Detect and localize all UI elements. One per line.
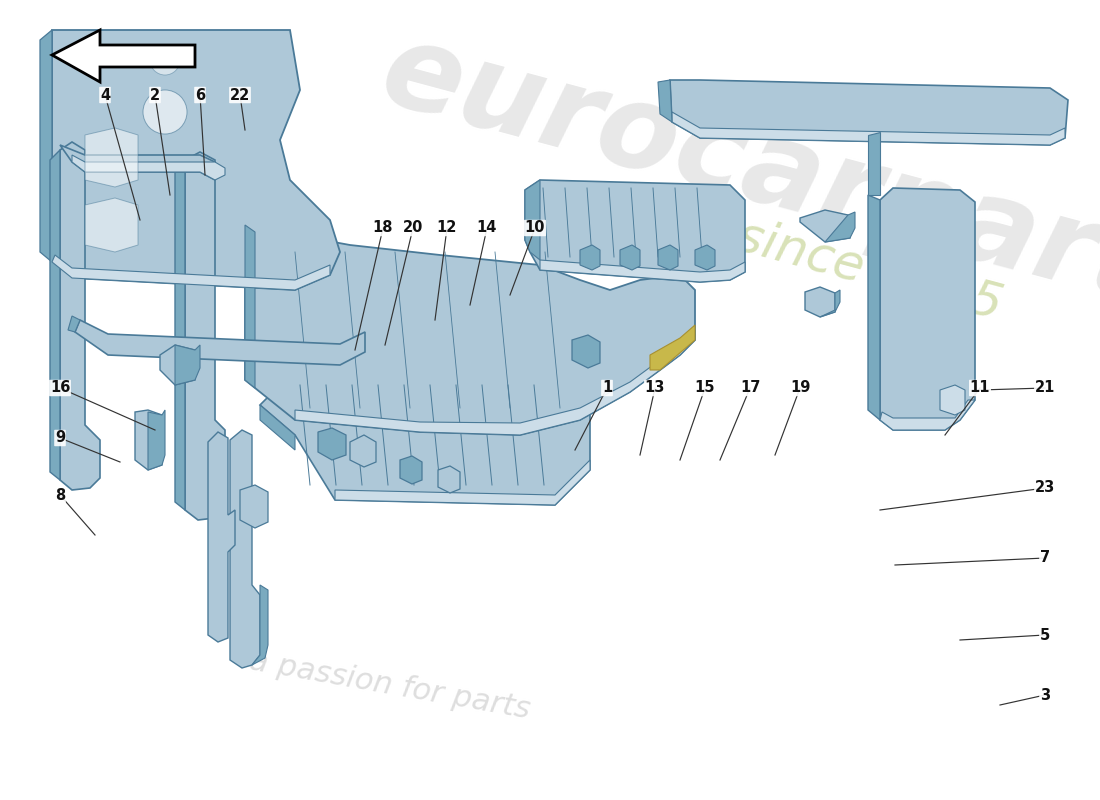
Polygon shape (72, 155, 225, 180)
Text: 11: 11 (970, 381, 990, 395)
Polygon shape (135, 410, 162, 470)
Polygon shape (252, 585, 268, 665)
Polygon shape (880, 400, 975, 430)
Text: 22: 22 (230, 87, 250, 102)
Polygon shape (60, 142, 100, 490)
Text: 13: 13 (645, 381, 665, 395)
Text: eurocarparts: eurocarparts (370, 13, 1100, 347)
Polygon shape (868, 132, 880, 195)
Polygon shape (658, 80, 672, 122)
Polygon shape (60, 145, 215, 180)
Polygon shape (350, 435, 376, 467)
Polygon shape (208, 432, 235, 642)
Polygon shape (800, 210, 850, 242)
Polygon shape (820, 290, 840, 317)
Polygon shape (68, 316, 80, 332)
Text: 23: 23 (1035, 481, 1055, 495)
Text: since 1985: since 1985 (732, 211, 1009, 329)
Polygon shape (880, 188, 975, 430)
Circle shape (143, 90, 187, 134)
Polygon shape (260, 370, 590, 505)
Circle shape (150, 45, 180, 75)
Polygon shape (825, 212, 855, 242)
Polygon shape (230, 430, 260, 668)
Polygon shape (572, 335, 600, 368)
Text: 19: 19 (790, 381, 811, 395)
Polygon shape (240, 485, 268, 528)
Text: 6: 6 (195, 87, 205, 102)
Polygon shape (185, 152, 226, 520)
Polygon shape (336, 460, 590, 505)
Polygon shape (295, 330, 695, 435)
Polygon shape (650, 325, 695, 370)
Polygon shape (868, 195, 880, 420)
Polygon shape (175, 160, 185, 510)
Polygon shape (400, 456, 422, 484)
Text: 18: 18 (373, 221, 394, 235)
Polygon shape (672, 112, 1065, 145)
Text: 14: 14 (476, 221, 497, 235)
Text: 8: 8 (55, 487, 65, 502)
Text: 5: 5 (1040, 627, 1050, 642)
Text: 4: 4 (100, 87, 110, 102)
Polygon shape (695, 245, 715, 270)
Polygon shape (148, 410, 165, 470)
Polygon shape (670, 80, 1068, 145)
Polygon shape (52, 30, 340, 290)
Text: a passion for parts: a passion for parts (248, 646, 532, 724)
Polygon shape (85, 128, 138, 187)
Polygon shape (40, 30, 52, 262)
Polygon shape (438, 466, 460, 493)
Polygon shape (52, 255, 330, 290)
Polygon shape (540, 260, 745, 282)
Text: 12: 12 (437, 221, 458, 235)
Polygon shape (52, 30, 195, 82)
Polygon shape (940, 385, 965, 415)
Polygon shape (318, 428, 346, 460)
Text: 2: 2 (150, 87, 161, 102)
Polygon shape (245, 225, 255, 388)
Text: 3: 3 (1040, 687, 1050, 702)
Polygon shape (260, 405, 295, 450)
Polygon shape (160, 345, 195, 385)
Polygon shape (525, 180, 540, 260)
Text: 9: 9 (55, 430, 65, 446)
Polygon shape (805, 287, 835, 317)
Polygon shape (620, 245, 640, 270)
Polygon shape (85, 198, 138, 252)
Text: 16: 16 (50, 381, 70, 395)
Polygon shape (580, 245, 600, 270)
Polygon shape (658, 245, 678, 270)
Text: 15: 15 (695, 381, 715, 395)
Polygon shape (75, 320, 365, 365)
Polygon shape (525, 180, 745, 282)
Polygon shape (50, 150, 60, 480)
Text: 7: 7 (1040, 550, 1050, 566)
Text: 10: 10 (525, 221, 546, 235)
Text: 17: 17 (740, 381, 760, 395)
Text: 20: 20 (403, 221, 424, 235)
Polygon shape (175, 345, 200, 385)
Text: 1: 1 (602, 381, 612, 395)
Polygon shape (245, 220, 695, 435)
Text: 21: 21 (1035, 381, 1055, 395)
